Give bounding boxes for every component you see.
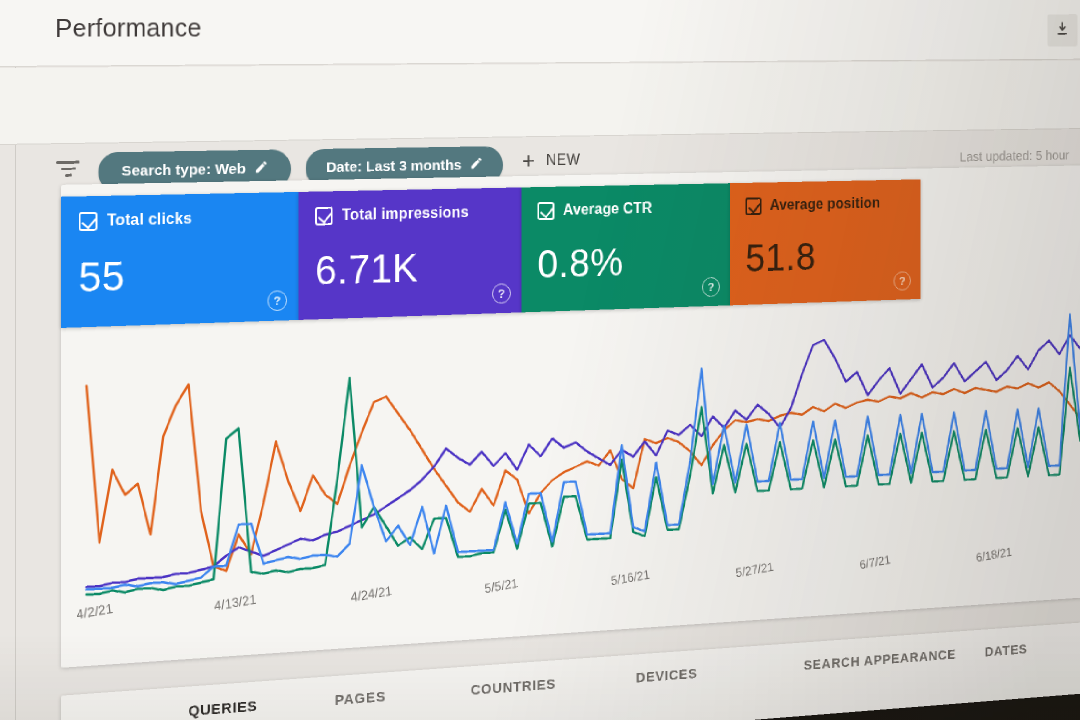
metric-value: 51.8 <box>745 234 816 280</box>
x-tick-label: 4/2/21 <box>75 601 114 622</box>
tab-devices[interactable]: DEVICES <box>635 665 698 687</box>
page-title: Performance <box>55 12 202 43</box>
metric-value: 55 <box>78 252 126 301</box>
tab-search-appearance[interactable]: SEARCH APPEARANCE <box>803 646 957 674</box>
last-updated-text: Last updated: 5 hour <box>959 147 1070 166</box>
checkbox-checked-icon[interactable] <box>745 197 762 216</box>
metric-card-average-position[interactable]: Average position 51.8 ? <box>730 179 921 306</box>
metric-label: Average position <box>769 195 881 214</box>
pencil-icon <box>254 159 268 179</box>
metric-cards-row: Total clicks 55 ? Total impressions 6.71… <box>61 179 921 328</box>
checkbox-checked-icon[interactable] <box>78 211 98 232</box>
performance-line-chart[interactable] <box>87 302 1080 595</box>
tab-queries[interactable]: QUERIES <box>188 698 258 720</box>
checkbox-checked-icon[interactable] <box>537 201 555 221</box>
plus-icon: + <box>522 148 536 175</box>
x-tick-label: 6/18/21 <box>975 544 1013 565</box>
x-tick-label: 6/7/21 <box>858 552 891 572</box>
filter-list-icon[interactable] <box>55 160 80 179</box>
x-tick-label: 4/13/21 <box>213 591 258 614</box>
metric-card-total-clicks[interactable]: Total clicks 55 ? <box>61 191 299 328</box>
date-range-filter-label: Date: Last 3 months <box>326 157 462 176</box>
question-circle-icon[interactable]: ? <box>267 290 288 312</box>
filter-bar: Search type: Web Date: Last 3 months + N <box>0 59 1080 193</box>
page-header: Performance <box>0 0 1080 67</box>
tab-countries[interactable]: COUNTRIES <box>470 676 556 699</box>
x-tick-label: 5/5/21 <box>483 575 519 596</box>
metric-value: 6.71K <box>315 245 419 294</box>
metric-value: 0.8% <box>537 239 624 287</box>
metric-card-average-ctr[interactable]: Average CTR 0.8% ? <box>521 183 731 313</box>
performance-chart-card: Total clicks 55 ? Total impressions 6.71… <box>61 164 1080 668</box>
metric-label: Total impressions <box>341 204 469 224</box>
tab-pages[interactable]: PAGES <box>334 688 386 709</box>
metric-label: Average CTR <box>563 200 653 219</box>
export-download-button[interactable] <box>1047 14 1078 47</box>
chart-canvas <box>87 302 1080 595</box>
new-filter-label: NEW <box>545 152 581 170</box>
question-circle-icon[interactable]: ? <box>701 276 720 298</box>
search-type-filter-label: Search type: Web <box>121 160 246 180</box>
x-tick-label: 5/27/21 <box>735 559 775 581</box>
metric-card-total-impressions[interactable]: Total impressions 6.71K ? <box>298 187 522 320</box>
download-icon <box>1055 19 1071 41</box>
tab-dates[interactable]: DATES <box>984 641 1028 661</box>
x-tick-label: 4/24/21 <box>349 583 393 605</box>
new-filter-button[interactable]: + NEW <box>522 148 581 175</box>
question-circle-icon[interactable]: ? <box>492 283 511 304</box>
pencil-icon <box>470 156 483 175</box>
x-tick-label: 5/16/21 <box>610 567 651 589</box>
question-circle-icon[interactable]: ? <box>893 271 911 291</box>
checkbox-checked-icon[interactable] <box>315 206 333 226</box>
metric-label: Total clicks <box>107 210 193 229</box>
